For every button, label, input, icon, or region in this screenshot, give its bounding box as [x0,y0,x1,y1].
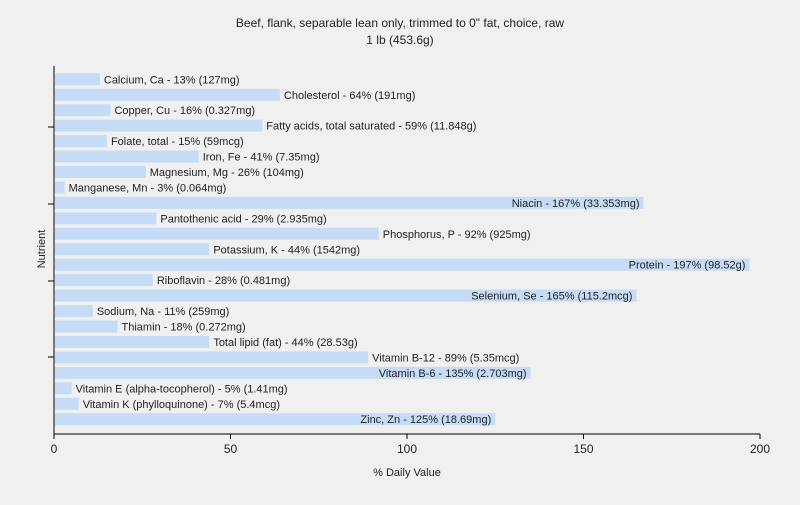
x-axis-label: % Daily Value [373,467,441,479]
bar-label: Potassium, K - 44% (1542mg) [213,244,360,256]
x-ticks-layer: 0 50 100 150 200 [51,434,770,456]
bar-label: Selenium, Se - 165% (115.2mcg) [471,291,632,303]
bar-label: Vitamin B-12 - 89% (5.35mcg) [372,352,519,364]
x-tick-label: 200 [750,442,770,456]
bar-label: Vitamin E (alpha-tocopherol) - 5% (1.41m… [76,383,288,395]
bar-label: Sodium, Na - 11% (259mg) [97,306,229,318]
bar [55,397,79,410]
bar [55,289,637,302]
bar [55,320,118,333]
bar-label: Copper, Cu - 16% (0.327mg) [114,105,255,117]
y-axis-label: Nutrient [36,230,48,269]
bar-labels-layer: Calcium, Ca - 13% (127mg) Cholesterol - 6… [69,74,746,426]
bar [55,243,210,256]
bar-label: Vitamin K (phylloquinone) - 7% (5.4mcg) [83,399,280,411]
chart-title: Beef, flank, separable lean only, trimme… [236,16,565,30]
chart-subtitle: 1 lb (453.6g) [366,33,433,47]
bar-label: Total lipid (fat) - 44% (28.53g) [213,337,357,349]
bar-label: Calcium, Ca - 13% (127mg) [104,74,240,86]
x-tick-label: 150 [573,442,593,456]
bar [55,305,93,318]
bar [55,212,157,225]
bar-label: Riboflavin - 28% (0.481mg) [157,275,290,287]
bar [55,166,146,178]
bar-label: Pantothenic acid - 29% (2.935mg) [160,213,326,225]
bar [55,382,72,395]
bar-label: Protein - 197% (98.52g) [629,260,746,272]
bar [55,366,531,379]
bar-label: Folate, total - 15% (59mcg) [111,136,244,148]
bar-label: Cholesterol - 64% (191mg) [284,90,415,102]
bar-label: Niacin - 167% (33.353mg) [512,198,640,210]
bar [55,88,280,101]
bar [55,150,199,163]
bar [55,335,210,348]
x-tick-label: 50 [224,442,238,456]
bar-label: Thiamin - 18% (0.272mg) [122,322,246,334]
bar [55,227,379,240]
bar-label: Manganese, Mn - 3% (0.064mg) [69,182,227,194]
bars-layer [55,73,750,426]
bar [55,119,263,132]
bar [55,351,369,364]
bar [55,181,65,194]
bar-label: Zinc, Zn - 125% (18.69mg) [360,414,491,426]
bar [55,413,496,426]
bar-label: Vitamin B-6 - 135% (2.703mg) [379,368,527,380]
bar-label: Magnesium, Mg - 26% (104mg) [150,167,304,179]
x-tick-label: 0 [51,442,58,456]
x-tick-label: 100 [397,442,417,456]
bar [55,196,644,209]
bar-label: Phosphorus, P - 92% (925mg) [383,229,531,241]
bar-label: Fatty acids, total saturated - 59% (11.8… [266,121,476,133]
bar [55,274,153,287]
bar [55,73,100,86]
bar [55,104,111,117]
bar [55,135,107,148]
bar [55,258,750,271]
bar-label: Iron, Fe - 41% (7.35mg) [203,152,320,164]
